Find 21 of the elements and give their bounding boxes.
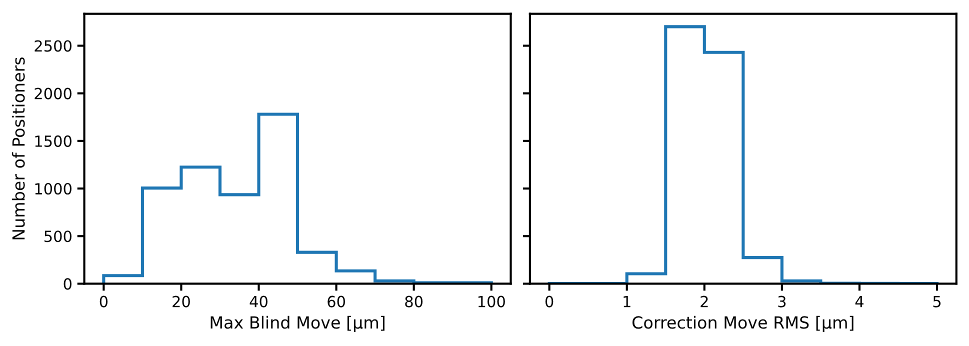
- y-tick-label: 2500: [34, 40, 72, 52]
- x-tick-label: 2: [700, 296, 708, 308]
- x-axis-title: Max Blind Move [μm]: [210, 316, 384, 332]
- y-axis-title: Number of Positioners: [12, 57, 25, 240]
- x-tick-label: 20: [172, 296, 190, 308]
- y-tick-label: 1500: [35, 135, 72, 147]
- y-tick-label: 500: [44, 230, 72, 242]
- x-tick-label: 5: [933, 296, 941, 308]
- x-tick-label: 3: [778, 296, 786, 308]
- y-tick-label: 0: [64, 278, 72, 290]
- x-tick-label: 60: [328, 296, 346, 308]
- x-tick-label: 40: [250, 296, 268, 308]
- y-tick-label: 1000: [35, 182, 72, 195]
- x-tick-label: 80: [405, 296, 423, 308]
- x-tick-label: 4: [855, 296, 864, 308]
- x-tick-label: 0: [100, 296, 108, 308]
- x-tick-label: 100: [478, 296, 505, 308]
- x-tick-label: 0: [545, 296, 554, 308]
- x-axis-title: Correction Move RMS [μm]: [632, 316, 854, 332]
- y-tick-label: 2000: [34, 88, 72, 100]
- x-tick-label: 1: [624, 296, 630, 308]
